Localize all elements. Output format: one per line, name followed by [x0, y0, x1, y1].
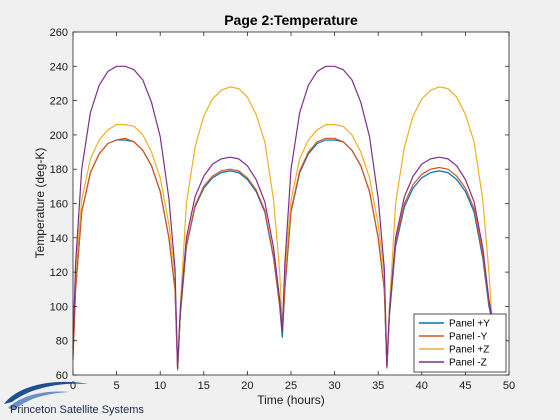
- company-name: Princeton Satellite Systems: [10, 404, 144, 416]
- chart-title: Page 2:Temperature: [224, 12, 358, 28]
- y-tick-label: 140: [50, 233, 68, 245]
- x-ticks: 0 5 10 15 20 25 30 35 40 45 50: [70, 32, 515, 392]
- legend-label-0: Panel +Y: [449, 319, 490, 330]
- legend: Panel +Y Panel -Y Panel +Z Panel -Z: [413, 313, 507, 373]
- y-axis-label: Temperature (deg-K): [33, 148, 47, 259]
- y-tick-label: 260: [50, 27, 68, 39]
- orbit-swoosh-icon: [4, 381, 88, 404]
- legend-label-3: Panel -Z: [449, 358, 487, 369]
- y-tick-label: 160: [50, 199, 68, 211]
- y-tick-label: 220: [50, 96, 68, 108]
- legend-label-1: Panel -Y: [449, 332, 488, 343]
- x-axis-label: Time (hours): [257, 393, 325, 407]
- x-tick-label: 45: [459, 380, 471, 392]
- x-tick-label: 15: [198, 380, 210, 392]
- series-line-3: [72, 65, 493, 369]
- y-tick-label: 120: [50, 267, 68, 279]
- x-tick-label: 5: [114, 380, 120, 392]
- series-group: [72, 65, 493, 371]
- x-tick-label: 0: [70, 380, 76, 392]
- company-logo: Princeton Satellite Systems: [4, 381, 144, 416]
- y-tick-label: 200: [50, 130, 68, 142]
- y-ticks: 60 80 100 120 140 160 180 200 220 240 260: [50, 27, 509, 382]
- y-tick-label: 80: [56, 336, 68, 348]
- x-tick-label: 35: [372, 380, 384, 392]
- x-tick-label: 25: [285, 380, 297, 392]
- y-tick-label: 60: [56, 370, 68, 382]
- x-tick-label: 10: [154, 380, 166, 392]
- x-tick-label: 50: [503, 380, 515, 392]
- x-tick-label: 40: [416, 380, 428, 392]
- y-tick-label: 180: [50, 164, 68, 176]
- x-tick-label: 20: [241, 380, 253, 392]
- y-tick-label: 100: [50, 301, 68, 313]
- orbit-swoosh-inner-icon: [8, 391, 70, 410]
- legend-label-2: Panel +Z: [449, 345, 489, 356]
- y-tick-label: 240: [50, 61, 68, 73]
- x-tick-label: 30: [328, 380, 340, 392]
